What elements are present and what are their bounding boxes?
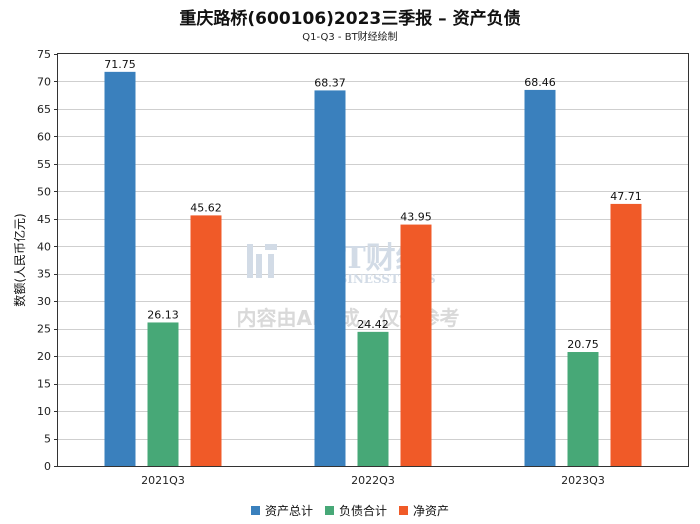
bar (524, 89, 556, 467)
chart-subtitle: Q1-Q3 - BT财经绘制 (302, 32, 398, 43)
bar (314, 90, 346, 466)
axes: 0 5 10 15 20 25 30 35 40 45 50 55 60 65 70 75 2021Q3 2022… (37, 48, 689, 487)
x-tick-label: 2023Q3 (561, 474, 605, 487)
bar (567, 352, 599, 466)
y-tick-label: 15 (37, 378, 51, 391)
bar (610, 203, 642, 466)
y-tick-label: 55 (37, 158, 51, 171)
y-tick-label: 25 (37, 323, 51, 336)
legend-item: 资产总计 (250, 502, 313, 519)
bar (104, 71, 136, 466)
legend-swatch (250, 506, 260, 515)
bars: 71.75 26.13 45.62 68.37 24.42 43.95 68.46 20.75… (104, 58, 642, 467)
y-tick-label: 20 (37, 350, 51, 363)
data-label: 68.46 (524, 76, 556, 89)
y-tick-label: 70 (37, 75, 51, 88)
data-label: 26.13 (147, 308, 179, 321)
y-tick-label: 30 (37, 295, 51, 308)
y-tick-label: 60 (37, 130, 51, 143)
y-tick-label: 0 (44, 460, 51, 473)
legend-swatch (324, 506, 334, 515)
y-tick-label: 65 (37, 103, 51, 116)
y-tick-label: 50 (37, 185, 51, 198)
data-label: 45.62 (190, 201, 222, 214)
data-label: 47.71 (610, 190, 642, 203)
legend: 资产总计 负债合计 净资产 (0, 502, 700, 519)
y-tick-label: 10 (37, 405, 51, 418)
y-tick-label: 35 (37, 268, 51, 281)
y-tick-label: 45 (37, 213, 51, 226)
bar (357, 331, 389, 466)
bar (400, 224, 432, 466)
watermark-logo-icon (247, 244, 277, 278)
chart-title: 重庆路桥(600106)2023三季报 – 资产负债 (179, 9, 521, 29)
legend-item: 负债合计 (324, 502, 387, 519)
data-label: 20.75 (567, 338, 599, 351)
x-tick-label: 2021Q3 (141, 474, 185, 487)
legend-label: 净资产 (413, 504, 450, 518)
x-tick-label: 2022Q3 (351, 474, 395, 487)
legend-label: 资产总计 (264, 504, 313, 518)
data-label: 43.95 (400, 211, 432, 224)
y-tick-label: 75 (37, 48, 51, 61)
data-label: 68.37 (314, 76, 346, 89)
data-label: 71.75 (104, 58, 136, 71)
data-label: 24.42 (357, 318, 389, 331)
bar (147, 322, 179, 466)
y-tick-label: 40 (37, 240, 51, 253)
y-axis-label: 数额(人民币亿元) (12, 213, 27, 306)
bar-chart: BT财经 BUSINESSTIMES 内容由AI生成，仅供参考 71.7526.… (12, 48, 689, 487)
legend-label: 负债合计 (338, 504, 387, 518)
y-tick-label: 5 (44, 433, 51, 446)
legend-swatch (399, 506, 408, 515)
bar (190, 215, 222, 466)
legend-item: 净资产 (399, 502, 449, 519)
